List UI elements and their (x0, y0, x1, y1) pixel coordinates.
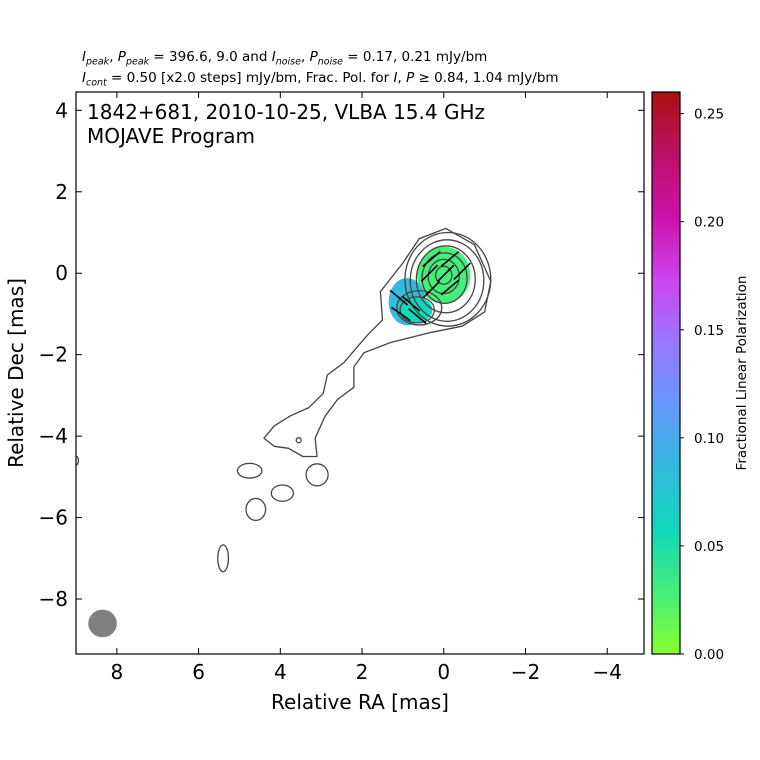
contour-island-4 (245, 497, 267, 522)
x-tick-label-4: 0 (437, 660, 450, 684)
x-axis-label: Relative RA [mas] (271, 690, 449, 714)
x-tick-label-6: −4 (592, 660, 621, 684)
i-symbol: I (393, 70, 398, 86)
contour-core-1 (409, 239, 485, 322)
plot-frame (75, 91, 645, 655)
i-peak-sub: peak (85, 56, 110, 68)
axes: 8 6 4 2 0 −2 −4 4 2 0 −2 −4 −6 −8 Relative RA [mas] Rel… (4, 92, 644, 714)
plot-title-line-1: MOJAVE Program (87, 124, 255, 148)
evpa-vector-9 (391, 306, 411, 322)
evpa-vector-8 (401, 295, 421, 312)
contour-levels: = 0.50 [x2.0 steps] mJy/bm, Frac. Pol. f… (106, 70, 394, 86)
colorbar-tick-label-5: 0.25 (694, 107, 724, 123)
i-cont-symbol: I (82, 70, 86, 86)
evpa-vector-0 (422, 251, 441, 267)
x-tick-label-2: 4 (274, 660, 287, 684)
i-noise-sub: noise (275, 56, 301, 68)
contour-island-5 (217, 544, 230, 573)
evpa-vector-4 (453, 262, 471, 280)
i-noise-symbol: I (271, 49, 276, 65)
p-noise-symbol: P (309, 49, 318, 65)
colorbar-tick-label-1: 0.05 (694, 539, 724, 555)
colorbar-label: Fractional Linear Polarization (734, 276, 750, 471)
geq-symbol: ≥ (414, 70, 435, 86)
noise-values: = 0.17, 0.21 mJy/bm (343, 49, 488, 65)
contour-core-5 (434, 265, 453, 285)
x-tick-label-3: 2 (356, 660, 369, 684)
y-tick-label-3: −2 (39, 343, 68, 367)
peak-values: = 396.6, 9.0 and (149, 49, 272, 65)
contour-island-2 (270, 484, 295, 502)
contour-ext-1 (399, 296, 436, 324)
evpa-vector-6 (440, 279, 460, 296)
evpa-vector-3 (437, 264, 455, 282)
contour-core-2 (415, 245, 476, 314)
y-tick-label-6: −8 (39, 587, 68, 611)
pol-threshold-values: 0.84, 1.04 mJy/bm (434, 70, 559, 86)
plot-title: 1842+681, 2010-10-25, VLBA 15.4 GHzMOJAV… (87, 100, 485, 148)
p-peak-symbol: P (117, 49, 126, 65)
evpa-vector-10 (407, 308, 427, 324)
evpa-vector-1 (440, 251, 460, 267)
contour-outer (263, 227, 492, 458)
y-axis-label: Relative Dec [mas] (4, 278, 28, 468)
contour-core-3 (421, 252, 468, 305)
evpa-vector-7 (389, 289, 409, 306)
p-peak-sub: peak (125, 56, 150, 68)
evpa-vector-5 (422, 280, 441, 299)
contour-island-1 (236, 462, 263, 479)
x-tick-label-5: −2 (511, 660, 540, 684)
y-tick-label-1: 2 (55, 180, 68, 204)
colorbar: 0.00 0.05 0.10 0.15 0.20 0.25 Fractional Linea… (651, 91, 750, 663)
colorbar-tick-label-2: 0.10 (694, 431, 724, 447)
evpa-vector-2 (420, 264, 439, 282)
contour-island-3 (305, 463, 329, 487)
header-line-2: Icont = 0.50 [x2.0 steps] mJy/bm, Frac. … (82, 70, 559, 89)
colorbar-gradient (651, 91, 681, 655)
header-line-1: Ipeak, Ppeak = 396.6, 9.0 and Inoise, Pn… (82, 49, 488, 68)
contour-island-6 (76, 455, 80, 466)
x-tick-label-1: 6 (192, 660, 205, 684)
beam-ellipse (88, 609, 117, 638)
i-cont-sub: cont (85, 77, 107, 89)
x-tick-label-0: 8 (110, 660, 123, 684)
contour-ext-0 (396, 290, 443, 326)
plot-area (76, 227, 492, 638)
plot-title-line-0: 1842+681, 2010-10-25, VLBA 15.4 GHz (87, 100, 485, 124)
colorbar-tick-label-3: 0.15 (694, 323, 724, 339)
y-tick-label-0: 4 (55, 98, 68, 122)
y-tick-label-5: −6 (39, 506, 68, 530)
colorbar-tick-label-0: 0.00 (694, 647, 724, 663)
y-tick-label-4: −4 (39, 424, 68, 448)
p-noise-sub: noise (317, 56, 344, 68)
contour-core-0 (404, 231, 492, 327)
contour-island-0 (295, 437, 302, 444)
i-peak-symbol: I (82, 49, 86, 65)
p-symbol: P (406, 70, 415, 86)
colorbar-tick-label-4: 0.20 (694, 215, 724, 231)
y-tick-label-2: 0 (55, 261, 68, 285)
